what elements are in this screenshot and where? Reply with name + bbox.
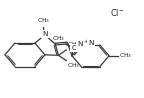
Text: CH$_3$: CH$_3$ xyxy=(52,34,65,43)
Text: CH$_3$: CH$_3$ xyxy=(67,62,80,70)
Text: N$^+$: N$^+$ xyxy=(77,39,90,49)
Text: Cl$^-$: Cl$^-$ xyxy=(110,7,125,18)
Text: N: N xyxy=(89,40,94,46)
Text: CH$_3$: CH$_3$ xyxy=(67,40,80,49)
Text: CH$_3$: CH$_3$ xyxy=(37,16,50,25)
Text: C: C xyxy=(71,45,76,51)
Text: N: N xyxy=(42,31,48,37)
Text: CH$_3$: CH$_3$ xyxy=(119,51,132,60)
